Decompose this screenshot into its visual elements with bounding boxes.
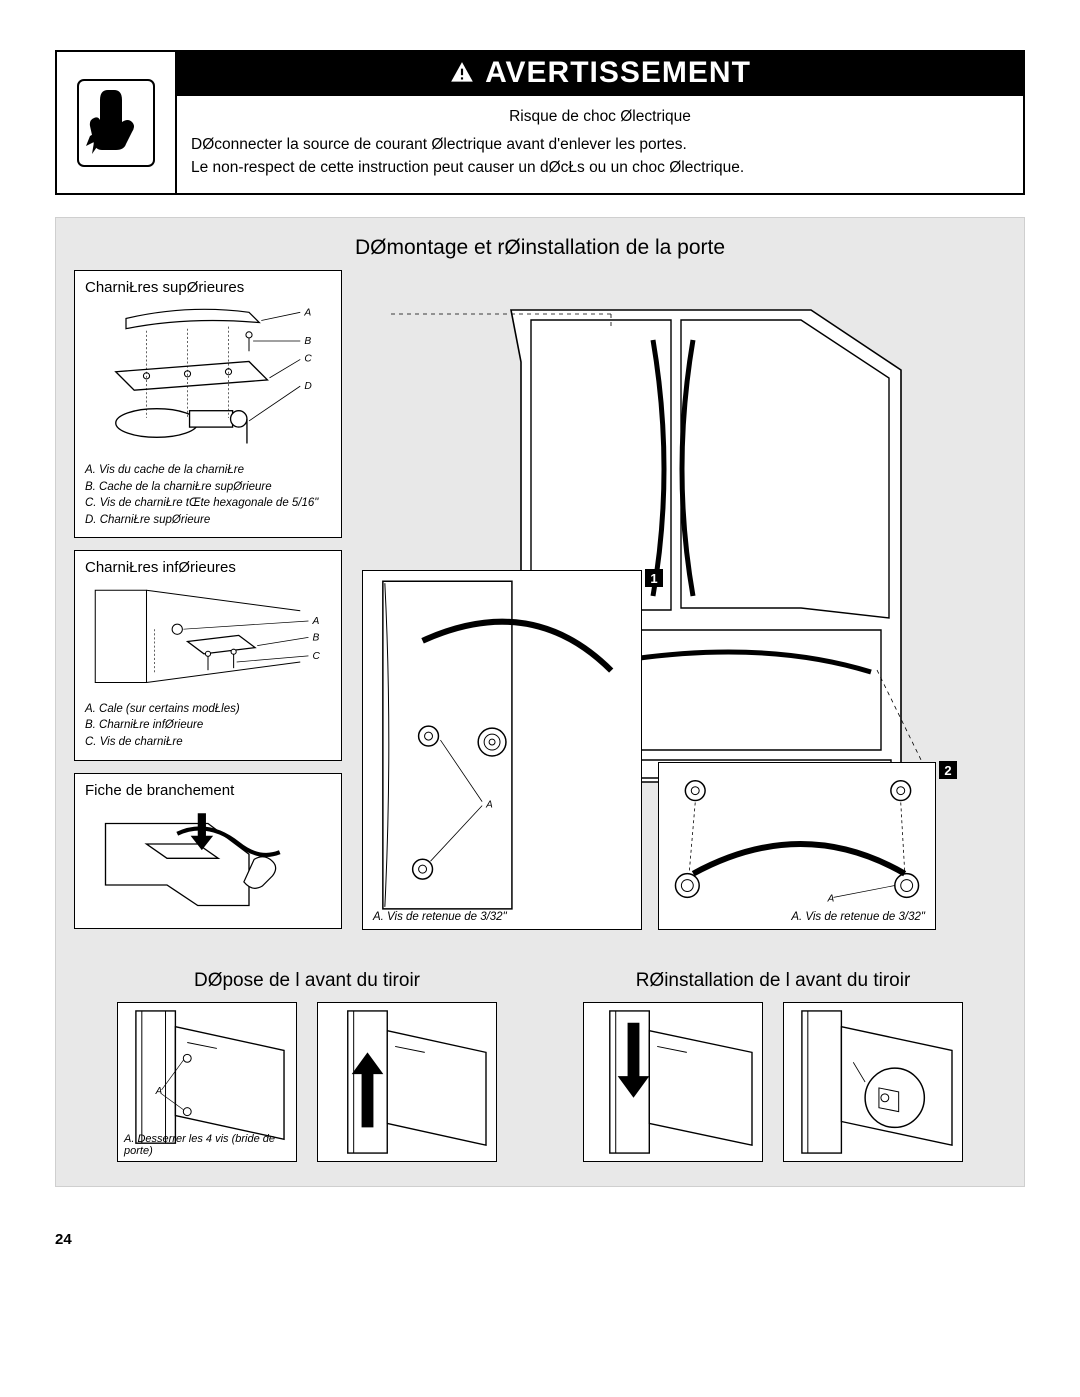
- label-b: B: [304, 336, 311, 347]
- top-hinge-diagram: CharniŁres supØrieures A B: [74, 270, 342, 538]
- drawer-install-step2: [783, 1002, 963, 1162]
- bottom-hinge-legend-b: B. CharniŁre infØrieure: [85, 718, 331, 734]
- bh-label-b: B: [313, 633, 320, 644]
- label-a: A: [303, 308, 311, 319]
- callout-2: 2: [658, 762, 936, 930]
- plug-diagram: Fiche de branchement: [74, 773, 342, 930]
- callout-2-badge: 2: [939, 761, 957, 779]
- warning-triangle-icon: [449, 60, 475, 86]
- bh-label-a: A: [312, 616, 320, 627]
- callout-1: 1: [362, 570, 642, 930]
- instruction-panel: DØmontage et rØinstallation de la porte …: [55, 217, 1025, 1187]
- top-hinge-legend-d: D. CharniŁre supØrieure: [85, 513, 331, 529]
- label-c: C: [304, 354, 312, 365]
- drawer-remove-step1: A A. Desserrer les 4 vis (bride de porte…: [117, 1002, 297, 1162]
- drawer-r1-label-a: A: [155, 1086, 163, 1097]
- callout1-label-a: A: [485, 800, 493, 811]
- warning-risk: Risque de choc Ølectrique: [191, 106, 1009, 128]
- top-hinge-svg: A B C: [85, 300, 331, 454]
- warning-title-bar: AVERTISSEMENT: [177, 52, 1023, 96]
- bottom-hinge-legend-c: C. Vis de charniŁre: [85, 735, 331, 751]
- drawer-remove-title: DØpose de l avant du tiroir: [74, 970, 540, 992]
- drawer-r1-caption: A. Desserrer les 4 vis (bride de porte): [124, 1133, 290, 1157]
- drawer-remove-step2: [317, 1002, 497, 1162]
- plug-svg: [85, 803, 331, 916]
- top-hinge-title: CharniŁres supØrieures: [85, 279, 331, 296]
- warning-line2: Le non-respect de cette instruction peut…: [191, 157, 1009, 179]
- callout2-caption: A. Vis de retenue de 3/32": [791, 911, 925, 923]
- top-hinge-legend-b: B. Cache de la charniŁre supØrieure: [85, 480, 331, 496]
- callout-1-svg: A: [363, 571, 641, 929]
- drawer-install-title: RØinstallation de l avant du tiroir: [540, 970, 1006, 992]
- warning-line1: DØconnecter la source de courant Ølectri…: [191, 134, 1009, 156]
- door-section-title: DØmontage et rØinstallation de la porte: [74, 236, 1006, 260]
- warning-box: AVERTISSEMENT Risque de choc Ølectrique …: [55, 50, 1025, 195]
- label-d: D: [304, 382, 312, 393]
- warning-title: AVERTISSEMENT: [485, 56, 751, 90]
- bottom-hinge-title: CharniŁres infØrieures: [85, 559, 331, 576]
- callout1-caption: A. Vis de retenue de 3/32": [373, 911, 507, 923]
- top-hinge-legend-a: A. Vis du cache de la charniŁre: [85, 463, 331, 479]
- bottom-hinge-legend-a: A. Cale (sur certains modŁles): [85, 702, 331, 718]
- bottom-hinge-diagram: CharniŁres infØrieures A B: [74, 550, 342, 760]
- fridge-area: 1: [356, 270, 1006, 950]
- page-number: 24: [55, 1231, 1025, 1248]
- bottom-hinge-svg: A B C: [85, 580, 331, 693]
- shock-hazard-icon: [57, 52, 177, 193]
- top-hinge-legend-c: C. Vis de charniŁre tŒte hexagonale de 5…: [85, 496, 331, 512]
- drawer-install-step1: [583, 1002, 763, 1162]
- callout-2-svg: A: [659, 763, 935, 929]
- plug-title: Fiche de branchement: [85, 782, 331, 799]
- bh-label-c: C: [313, 651, 321, 662]
- callout2-label-a: A: [827, 894, 835, 905]
- callout-1-badge: 1: [645, 569, 663, 587]
